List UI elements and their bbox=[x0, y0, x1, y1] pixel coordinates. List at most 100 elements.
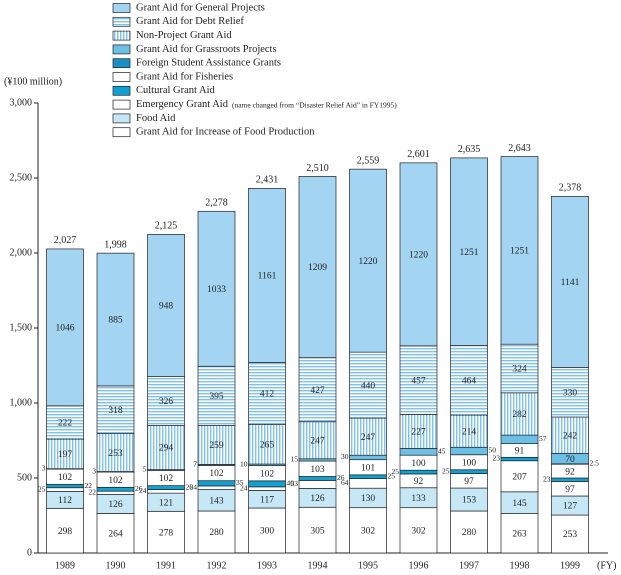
segment-label: 885 bbox=[108, 316, 123, 326]
bar-segment bbox=[248, 507, 286, 554]
segment-label: 242 bbox=[563, 431, 578, 441]
segment-label: 102 bbox=[108, 476, 123, 486]
segment-label: 298 bbox=[58, 527, 73, 537]
segment-label: 102 bbox=[58, 473, 73, 483]
segment-label: 326 bbox=[159, 397, 174, 407]
legend-label: Grant Aid for Fisheries bbox=[136, 71, 233, 82]
legend-swatch bbox=[112, 16, 131, 27]
segment-label: 103 bbox=[310, 465, 325, 475]
total-label: 2,510 bbox=[306, 163, 329, 174]
bar-segment bbox=[551, 367, 589, 418]
bar-segment bbox=[349, 478, 387, 489]
bar-segment bbox=[248, 362, 286, 425]
segment-label: 24 bbox=[190, 482, 198, 491]
x-axis-label: (FY) bbox=[597, 560, 616, 571]
segment-label: 97 bbox=[565, 485, 575, 495]
bar-segment bbox=[349, 351, 387, 419]
segment-label: 253 bbox=[108, 449, 123, 459]
segment-label: 214 bbox=[462, 427, 477, 437]
legend-swatch bbox=[112, 44, 131, 55]
segment-label: 278 bbox=[159, 528, 174, 538]
bar-segment bbox=[551, 477, 589, 482]
segment-label: 91 bbox=[515, 447, 525, 457]
y-axis-label: (¥100 million) bbox=[4, 76, 62, 87]
legend-swatch bbox=[112, 127, 131, 138]
segment-label: 97 bbox=[464, 477, 474, 487]
segment-label: 395 bbox=[209, 392, 224, 402]
legend-label: Grant Aid for Debt Relief bbox=[136, 16, 244, 27]
bar-segment bbox=[96, 252, 135, 387]
bar-segment bbox=[197, 480, 236, 487]
bar-segment bbox=[298, 176, 337, 359]
bar-segment bbox=[298, 506, 337, 554]
segment-label: 1209 bbox=[308, 263, 327, 273]
segment-label: 3 bbox=[92, 466, 96, 475]
y-tick-label: 500 bbox=[17, 472, 32, 483]
segment-label: 64 bbox=[341, 478, 349, 487]
legend-swatch bbox=[112, 3, 131, 13]
x-tick-label: 1995 bbox=[358, 560, 378, 571]
segment-label: 23 bbox=[543, 474, 551, 483]
bar-segment bbox=[551, 196, 589, 368]
bar-segment bbox=[96, 490, 135, 495]
total-label: 1,998 bbox=[104, 240, 127, 251]
bar-segment bbox=[298, 357, 337, 423]
segment-label: 57 bbox=[539, 434, 547, 443]
segment-label: 23 bbox=[493, 454, 501, 463]
segment-label: 102 bbox=[260, 469, 275, 479]
bar-segment bbox=[96, 385, 135, 434]
segment-label: 280 bbox=[209, 528, 224, 538]
bar-segment bbox=[197, 210, 236, 367]
segment-label: 1141 bbox=[561, 278, 580, 288]
segment-label: 1033 bbox=[207, 285, 226, 295]
legend-swatch bbox=[112, 72, 131, 82]
segment-label: 280 bbox=[462, 528, 477, 538]
segment-label: 127 bbox=[563, 502, 578, 512]
bar-segment bbox=[96, 486, 135, 492]
bar-segment bbox=[147, 425, 185, 470]
x-tick-label: 1992 bbox=[207, 560, 227, 571]
segment-label: 100 bbox=[462, 458, 477, 468]
segment-label: 222 bbox=[58, 419, 73, 429]
x-tick-label: 1998 bbox=[510, 560, 530, 571]
segment-label: 263 bbox=[512, 529, 527, 539]
bar-segment bbox=[46, 248, 84, 407]
segment-label: 143 bbox=[209, 496, 224, 506]
y-tick-label: 2,500 bbox=[10, 172, 33, 183]
segment-label: 126 bbox=[108, 500, 123, 510]
bar-segment bbox=[551, 514, 589, 554]
legend-label: Non-Project Grant Aid bbox=[136, 30, 232, 41]
x-tick-label: 1989 bbox=[55, 560, 75, 571]
legend-swatch bbox=[112, 30, 131, 41]
segment-label: 24 bbox=[139, 486, 147, 495]
bar-segment bbox=[197, 485, 236, 490]
segment-label: 1251 bbox=[460, 248, 479, 258]
bar-segment bbox=[197, 425, 236, 465]
y-tick-label: 0 bbox=[27, 547, 32, 558]
segment-label: 294 bbox=[159, 444, 174, 454]
legend-label: Grant Aid for Grassroots Projects bbox=[136, 44, 277, 55]
bar-segment bbox=[147, 510, 185, 554]
legend-label: Food Aid bbox=[136, 113, 176, 124]
x-tick-label: 1994 bbox=[308, 560, 328, 571]
segment-label: 427 bbox=[310, 386, 325, 396]
segment-label: 145 bbox=[512, 499, 527, 509]
bar-segment bbox=[349, 507, 387, 554]
y-tick-label: 3,000 bbox=[10, 97, 33, 108]
segment-label: 35 bbox=[236, 478, 244, 487]
x-tick-label: 1993 bbox=[257, 560, 277, 571]
segment-label: 440 bbox=[361, 381, 376, 391]
segment-label: 70 bbox=[565, 455, 575, 465]
legend-swatch bbox=[112, 58, 131, 69]
segment-label: 126 bbox=[310, 494, 325, 504]
x-tick-label: 1996 bbox=[409, 560, 429, 571]
segment-label: 5 bbox=[143, 465, 147, 474]
bar-segment bbox=[500, 460, 539, 493]
segment-label: 259 bbox=[209, 441, 224, 451]
bar-segment bbox=[399, 448, 438, 456]
legend-label: Grant Aid for General Projects bbox=[136, 2, 265, 13]
segment-label: 50 bbox=[489, 446, 497, 455]
segment-label: 102 bbox=[159, 474, 174, 484]
segment-label: 282 bbox=[512, 410, 527, 420]
segment-label: 24 bbox=[240, 483, 248, 492]
